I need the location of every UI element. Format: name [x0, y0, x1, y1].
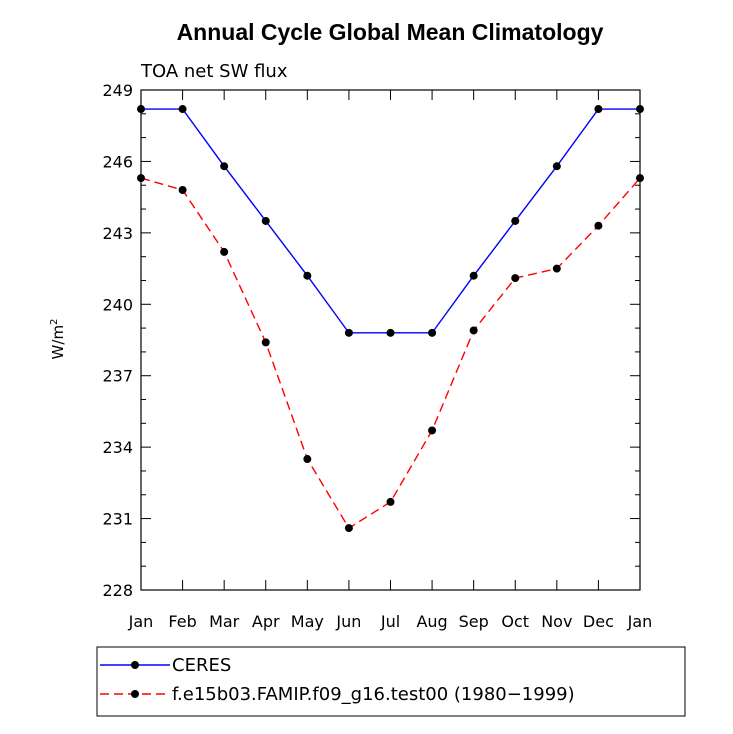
data-point-0 — [594, 105, 603, 114]
data-point-0 — [137, 105, 145, 114]
y-tick-label: 240 — [102, 295, 133, 314]
data-point-0 — [636, 105, 644, 114]
data-point-1 — [303, 455, 312, 464]
legend: CERES f.e15b03.FAMIP.f09_g16.test00 (1980… — [96, 646, 686, 717]
data-point-0 — [386, 328, 395, 337]
series-line-0 — [141, 108, 640, 334]
x-tick-label: Sep — [459, 612, 489, 631]
x-tick-label: Feb — [168, 612, 196, 631]
chart-subtitle: TOA net SW flux — [140, 61, 288, 82]
plot-frame — [140, 89, 641, 591]
data-point-1 — [636, 174, 644, 183]
data-point-1 — [220, 247, 229, 256]
data-point-1 — [594, 221, 603, 230]
data-point-1 — [511, 274, 520, 283]
chart-title: Annual Cycle Global Mean Climatology — [177, 19, 604, 45]
data-point-1 — [469, 326, 478, 335]
y-tick-label: 246 — [102, 152, 133, 171]
legend-marker-0 — [131, 661, 139, 669]
data-point-0 — [511, 216, 520, 225]
legend-label-1: f.e15b03.FAMIP.f09_g16.test00 (1980−1999… — [172, 684, 575, 705]
x-tick-label: Mar — [209, 612, 240, 631]
x-tick-label: May — [291, 612, 324, 631]
y-axis-label-sup: 2 — [49, 319, 60, 325]
data-point-0 — [178, 105, 187, 114]
data-point-0 — [552, 162, 561, 171]
legend-label-0: CERES — [172, 655, 231, 676]
data-point-0 — [261, 216, 270, 225]
data-point-0 — [469, 271, 478, 280]
y-tick-label: 231 — [102, 510, 133, 529]
data-point-0 — [220, 162, 229, 171]
series-line-1 — [140, 177, 641, 530]
y-tick-label: 243 — [102, 224, 133, 243]
data-point-1 — [261, 338, 270, 347]
x-tick-label: Jan — [627, 612, 653, 631]
data-point-0 — [344, 328, 353, 337]
data-point-1 — [344, 524, 353, 533]
legend-marker-1 — [131, 690, 139, 698]
x-tick-label: Oct — [501, 612, 529, 631]
data-point-1 — [178, 186, 187, 194]
y-tick-label: 237 — [102, 367, 133, 386]
x-tick-label: Apr — [252, 612, 280, 631]
y-axis-label: W/m2 — [49, 319, 67, 360]
x-tick-label: Aug — [416, 612, 447, 631]
data-point-1 — [428, 426, 437, 435]
data-point-1 — [137, 174, 145, 183]
series-layer — [137, 105, 644, 533]
y-tick-label: 234 — [102, 438, 133, 457]
x-tick-label: Jul — [380, 612, 400, 631]
x-tick-label: Dec — [583, 612, 614, 631]
y-tick-label: 228 — [102, 581, 133, 600]
x-tick-label: Jan — [128, 612, 154, 631]
x-tick-label: Nov — [541, 612, 572, 631]
data-point-1 — [386, 497, 395, 506]
y-axis-label-text: W/m — [49, 325, 67, 360]
data-point-1 — [552, 264, 561, 273]
axes-layer: 228 231 234 237 240 243 246 249 Jan Feb Mar Apr May J… — [102, 81, 652, 631]
x-tick-label: Jun — [335, 612, 361, 631]
legend-box — [96, 646, 686, 717]
y-tick-label: 249 — [102, 81, 133, 100]
data-point-0 — [428, 328, 437, 337]
data-point-0 — [303, 271, 312, 280]
